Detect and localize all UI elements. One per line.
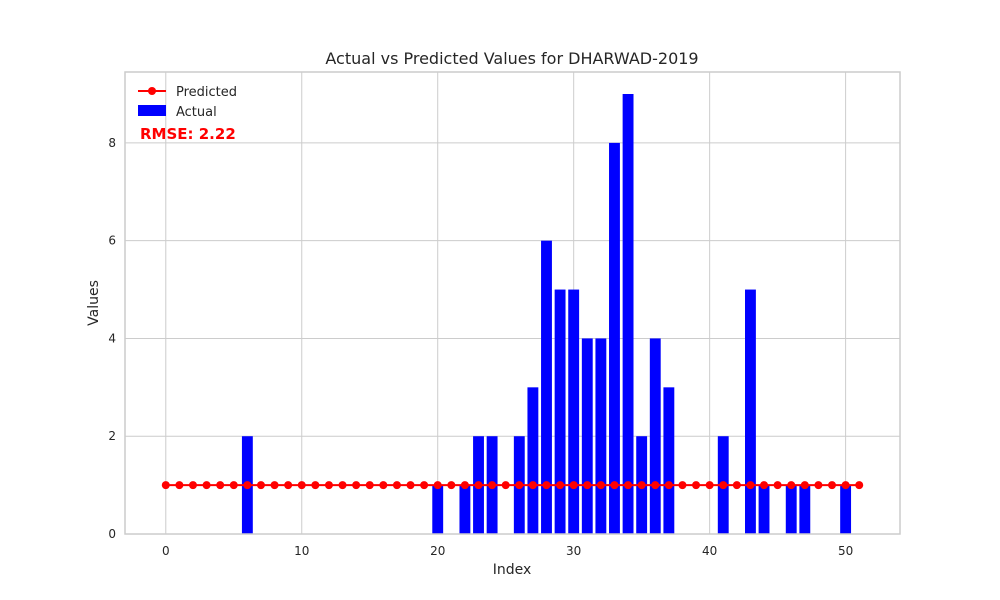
predicted-point [420,481,429,490]
x-tick-label: 50 [838,544,853,558]
predicted-point [760,481,769,490]
predicted-point [556,481,565,490]
predicted-point [692,481,701,490]
predicted-point [569,481,578,490]
predicted-point [216,481,225,490]
actual-bar [581,338,593,534]
predicted-point [324,481,333,490]
predicted-point [515,481,524,490]
predicted-point [651,481,660,490]
legend-actual-swatch [138,105,166,116]
predicted-point [284,481,293,490]
predicted-line [161,481,864,490]
y-tick-label: 6 [108,234,116,248]
predicted-point [270,481,279,490]
actual-bar [663,387,675,534]
actual-bar [609,142,620,534]
predicted-point [800,481,809,490]
actual-bar [840,485,852,534]
legend-predicted-marker-swatch [148,87,156,95]
actual-bar [799,485,811,534]
actual-bar [541,240,552,534]
predicted-point [624,481,633,490]
predicted-point [542,481,551,490]
predicted-point [719,481,728,490]
actual-bar [745,289,756,534]
predicted-point [841,481,850,490]
y-tick-label: 0 [108,527,116,541]
predicted-point [678,481,687,490]
predicted-point [528,481,537,490]
actual-bar [568,289,580,534]
predicted-point [202,481,211,490]
x-axis-label: Index [493,562,532,578]
actual-bar [649,338,661,534]
predicted-point [610,481,619,490]
predicted-point [705,481,714,490]
legend-actual-label: Actual [176,105,217,120]
predicted-point [460,481,469,490]
plot-frame [124,71,901,535]
y-tick-labels: 0 2 4 6 8 [108,136,116,541]
actual-bar [432,485,444,534]
predicted-point [433,481,442,490]
predicted-point [311,481,320,490]
predicted-point [596,481,605,490]
y-tick-label: 2 [108,429,116,443]
predicted-point [243,481,252,490]
predicted-point [746,481,755,490]
predicted-point [773,481,782,490]
x-tick-label: 20 [430,544,445,558]
rmse-annotation: RMSE: 2.22 [140,125,236,143]
x-tick-labels: 0 10 20 30 40 50 [162,544,853,558]
predicted-point [664,481,673,490]
predicted-point [256,481,265,490]
predicted-point [447,481,456,490]
legend: Predicted Actual [138,85,237,120]
actual-bar [622,94,634,534]
predicted-point [229,481,238,490]
predicted-point [787,481,796,490]
actual-bar [595,338,607,534]
actual-bar [785,485,797,534]
actual-bar [459,485,471,534]
actual-bar [758,485,770,534]
x-tick-label: 10 [294,544,309,558]
predicted-point [297,481,306,490]
plot-area [125,72,900,534]
predicted-point [855,481,864,490]
predicted-point [814,481,823,490]
actual-bar [527,387,539,534]
predicted-point [583,481,592,490]
predicted-point [188,481,197,490]
x-tick-label: 30 [566,544,581,558]
predicted-point [488,481,497,490]
y-tick-label: 8 [108,136,116,150]
predicted-point [175,481,184,490]
predicted-point [406,481,415,490]
legend-predicted-label: Predicted [176,85,237,100]
predicted-point [161,481,170,490]
predicted-point [352,481,361,490]
x-tick-label: 0 [162,544,170,558]
predicted-point [732,481,741,490]
predicted-point [392,481,401,490]
actual-bar [554,289,566,534]
predicted-point [474,481,483,490]
x-tick-label: 40 [702,544,717,558]
chart-title: Actual vs Predicted Values for DHARWAD-2… [325,49,698,68]
y-axis-label: Values [86,280,102,326]
predicted-point [365,481,374,490]
predicted-point [828,481,837,490]
predicted-point [637,481,646,490]
predicted-point [379,481,388,490]
y-tick-label: 4 [108,331,116,345]
predicted-point [501,481,510,490]
predicted-point [338,481,347,490]
